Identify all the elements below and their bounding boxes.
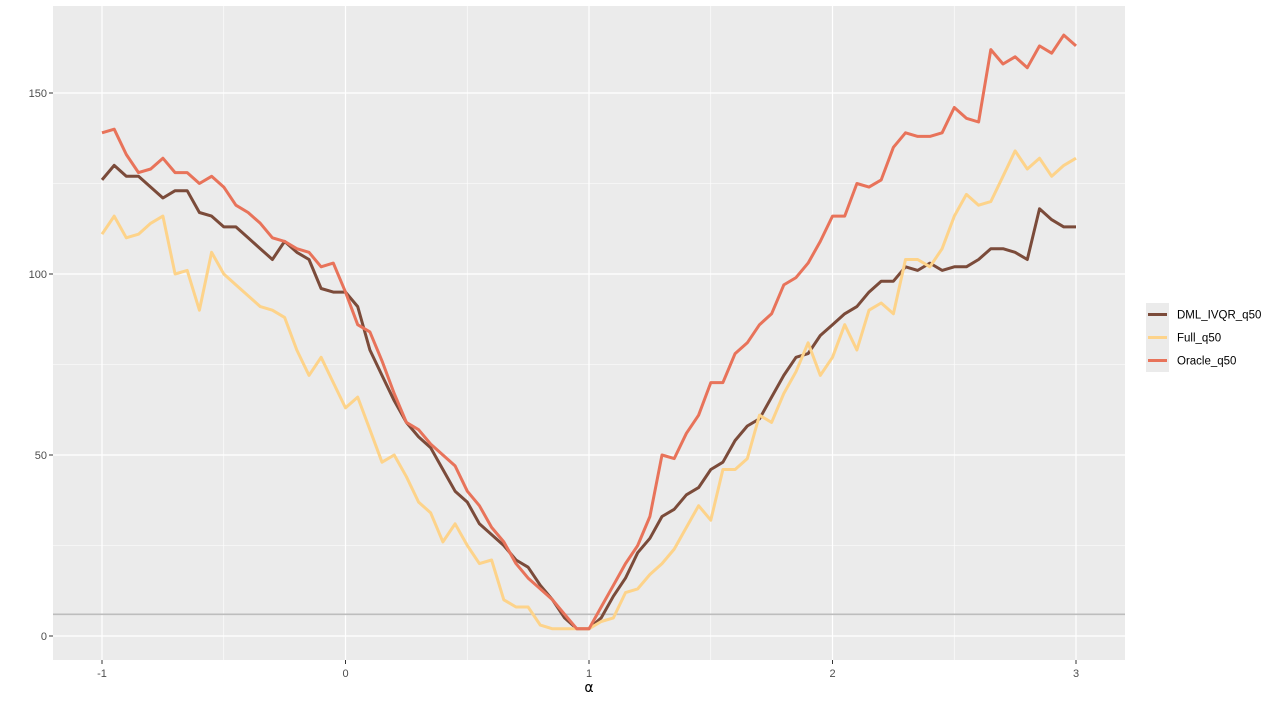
y-axis-ticks: 0 50 100 150	[29, 88, 53, 643]
series-line-oracle-q50	[101, 33, 1077, 631]
x-axis-title: α	[584, 680, 593, 696]
y-tick-label: 150	[29, 88, 47, 100]
y-tick-label: 100	[29, 269, 47, 281]
x-tick-label: -1	[97, 668, 107, 680]
series-lines	[100, 33, 1077, 631]
x-tick-label: 3	[1073, 668, 1079, 680]
legend-label: Full_q50	[1177, 333, 1221, 345]
x-tick-label: 2	[829, 668, 835, 680]
legend-label: Oracle_q50	[1177, 356, 1236, 368]
y-tick-label: 50	[35, 450, 47, 462]
x-axis-ticks: -1 0 1 2 3	[97, 660, 1079, 680]
major-gridlines	[53, 6, 1125, 660]
legend-label: DML_IVQR_q50	[1177, 310, 1261, 322]
legend: DML_IVQR_q50 Full_q50 Oracle_q50	[1146, 303, 1261, 372]
y-tick-label: 0	[41, 631, 47, 643]
x-tick-label: 1	[586, 668, 592, 680]
x-tick-label: 0	[342, 668, 348, 680]
